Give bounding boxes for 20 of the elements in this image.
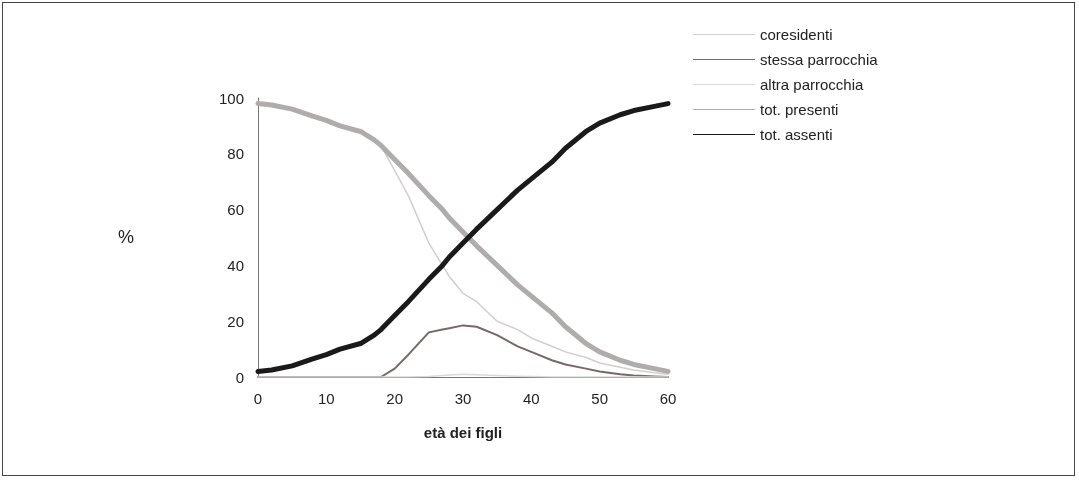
legend-label: altra parrocchia [760, 76, 865, 93]
x-tick-label: 60 [659, 390, 677, 407]
y-tick-label: 100 [218, 89, 244, 107]
y-tick-label: 60 [227, 201, 244, 219]
legend-label: tot. assenti [760, 126, 833, 143]
x-axis-title: età dei figli [423, 424, 503, 441]
y-tick-label: 0 [235, 368, 244, 386]
x-tick-label: 20 [386, 390, 404, 407]
legend-label: tot. presenti [760, 101, 839, 118]
x-tick-label: 10 [317, 390, 335, 407]
y-axis-title: % [118, 227, 135, 247]
legend-label: coresidenti [760, 26, 833, 43]
x-tick-label: 50 [591, 390, 609, 407]
y-tick-label: 20 [227, 312, 244, 330]
x-tick-label: 0 [253, 390, 263, 407]
y-tick-label: 80 [227, 145, 244, 163]
x-tick-label: 40 [522, 390, 540, 407]
x-tick-label: 30 [454, 390, 472, 407]
legend-label: stessa parrocchia [760, 51, 879, 68]
y-tick-label: 40 [227, 256, 244, 274]
